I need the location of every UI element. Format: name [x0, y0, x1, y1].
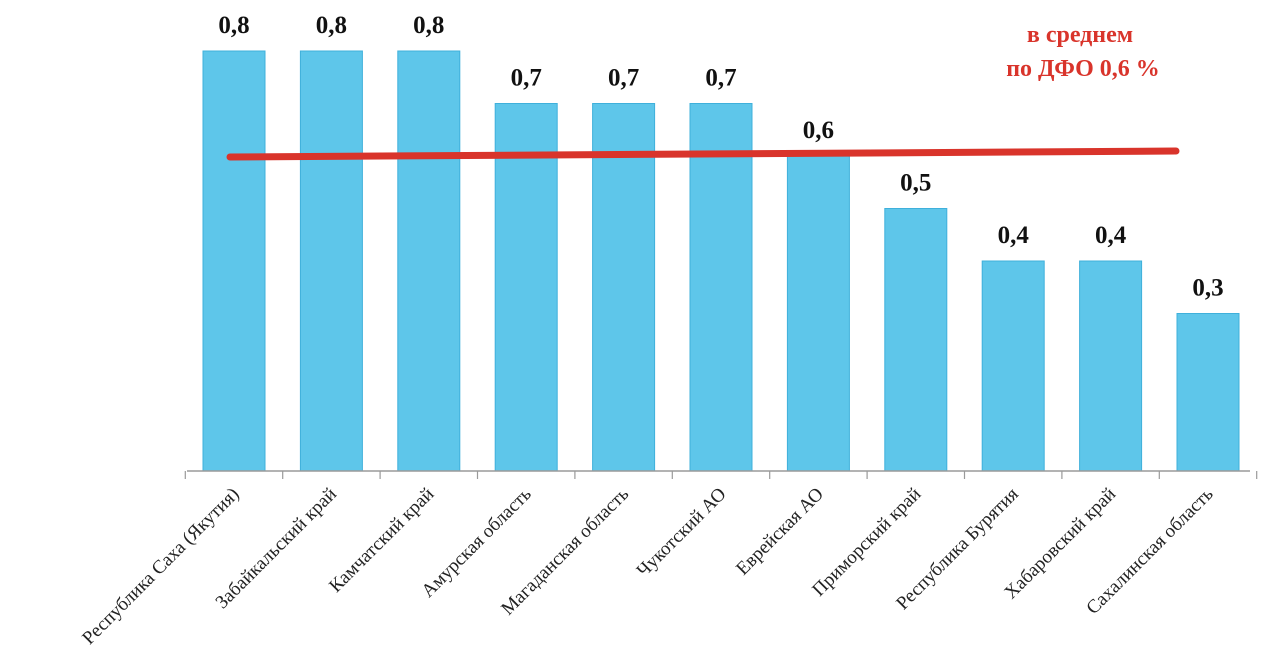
bar	[299, 50, 363, 472]
category-label: Еврейская АО	[732, 484, 828, 580]
bar	[397, 50, 461, 472]
value-labels-layer: 0,8 0,8 0,8 0,7 0,7 0,7 0,6 0,5 0,4 0,4 0,3	[218, 12, 1223, 302]
bar-value-label: 0,4	[998, 222, 1030, 249]
bar	[786, 155, 850, 472]
bar	[981, 260, 1045, 472]
bar-value-label: 0,3	[1192, 275, 1223, 302]
bar-value-label: 0,7	[511, 65, 542, 92]
bar	[1079, 260, 1143, 472]
bar-value-label: 0,8	[316, 12, 347, 39]
bar	[592, 103, 656, 472]
category-label: Республика Саха (Якутия)	[78, 484, 243, 649]
average-layer: в среднем по ДФО 0,6 %	[226, 22, 1180, 161]
category-labels-layer: Республика Саха (Якутия)Забайкальский кр…	[78, 483, 1217, 648]
bar-value-label: 0,7	[705, 65, 736, 92]
bar-value-label: 0,8	[413, 12, 444, 39]
average-label-line-1: в среднем	[1027, 22, 1133, 48]
bar	[689, 103, 753, 472]
bars-layer	[202, 50, 1240, 472]
bar	[202, 50, 266, 472]
average-label-line-2: по ДФО 0,6 %	[1006, 56, 1160, 82]
bar-value-label: 0,8	[218, 12, 249, 39]
average-line	[226, 147, 1180, 161]
bar	[884, 208, 948, 472]
bar-value-label: 0,7	[608, 65, 639, 92]
bar	[494, 103, 558, 472]
bar-value-label: 0,4	[1095, 222, 1127, 249]
bar	[1176, 313, 1240, 472]
average-label: в среднем по ДФО 0,6 %	[1006, 22, 1160, 82]
category-label: Камчатский край	[325, 484, 438, 597]
x-axis	[184, 470, 1258, 479]
bar-value-label: 0,5	[900, 170, 931, 197]
category-label: Чукотский АО	[633, 484, 731, 582]
bar-value-label: 0,6	[803, 117, 834, 144]
